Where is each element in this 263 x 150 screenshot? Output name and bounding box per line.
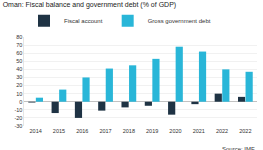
svg-text:80: 80 <box>16 34 22 40</box>
svg-text:30: 30 <box>16 74 22 80</box>
svg-text:20: 20 <box>16 82 22 88</box>
svg-text:0: 0 <box>19 99 22 105</box>
svg-text:2014: 2014 <box>30 128 42 134</box>
svg-text:2021: 2021 <box>193 128 205 134</box>
svg-text:70: 70 <box>16 42 22 48</box>
svg-text:Gross government debt: Gross government debt <box>148 18 211 24</box>
svg-text:2015: 2015 <box>53 128 65 134</box>
svg-text:-10: -10 <box>14 107 22 113</box>
svg-text:10: 10 <box>16 91 22 97</box>
svg-text:2017: 2017 <box>99 128 111 134</box>
svg-text:2019: 2019 <box>146 128 158 134</box>
svg-text:40: 40 <box>16 66 22 72</box>
svg-text:2022: 2022 <box>216 128 228 134</box>
svg-text:2022: 2022 <box>239 128 251 134</box>
svg-text:-20: -20 <box>14 115 22 121</box>
svg-text:2020: 2020 <box>169 128 181 134</box>
svg-text:Fiscal account: Fiscal account <box>64 18 103 24</box>
svg-text:60: 60 <box>16 50 22 56</box>
svg-text:50: 50 <box>16 58 22 64</box>
svg-text:Oman: Fiscal balance and gover: Oman: Fiscal balance and government debt… <box>3 1 177 9</box>
svg-text:Source: IMF: Source: IMF <box>222 146 255 150</box>
svg-text:2018: 2018 <box>123 128 135 134</box>
svg-text:2016: 2016 <box>76 128 88 134</box>
svg-text:-30: -30 <box>14 123 22 129</box>
